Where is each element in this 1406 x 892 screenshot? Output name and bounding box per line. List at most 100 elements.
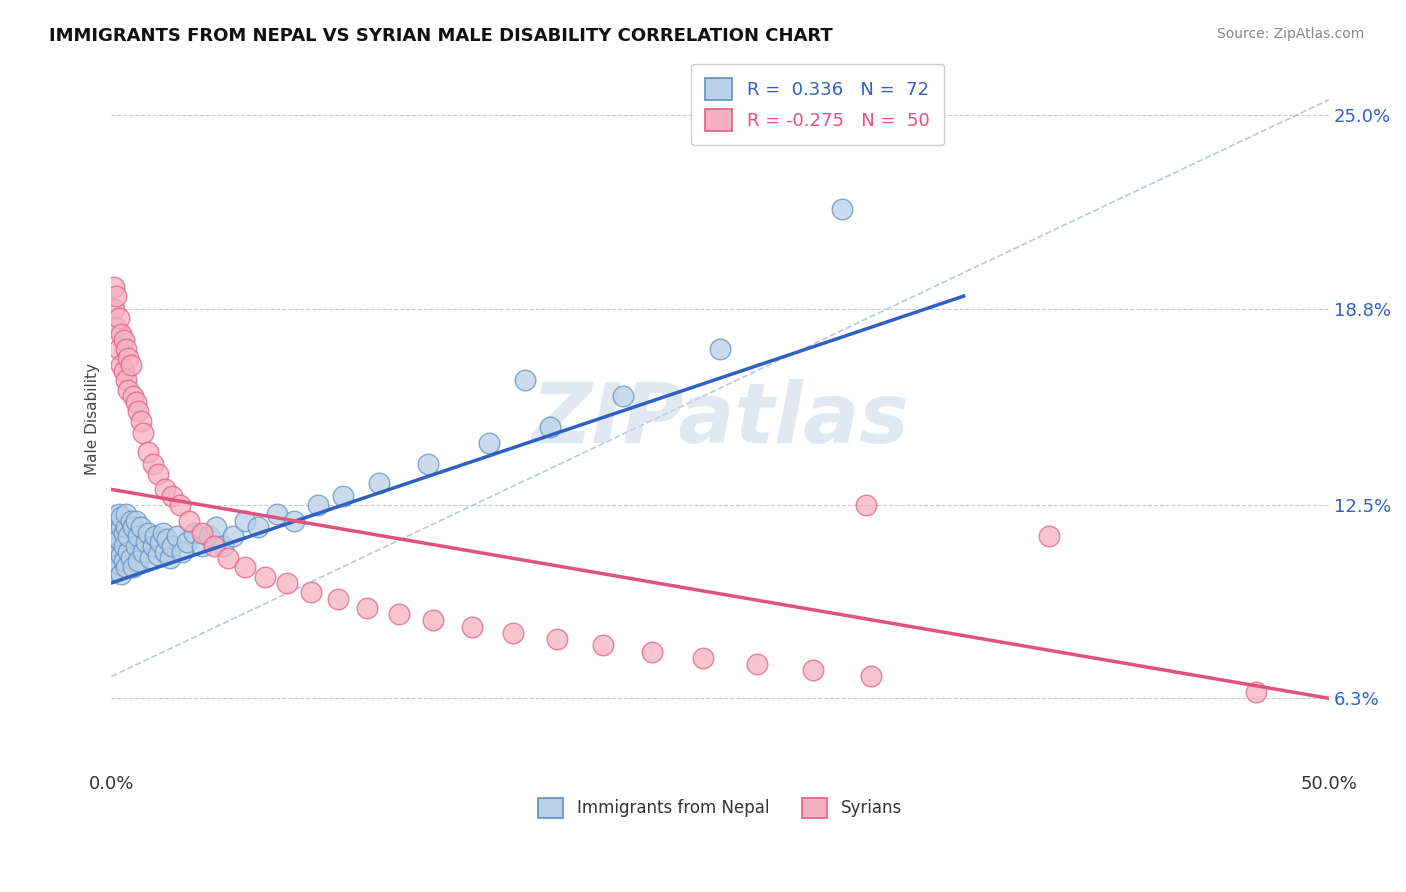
Point [356, 600, 378, 615]
Point [117, 529, 139, 543]
Point [129, 414, 152, 428]
Point [103, 535, 125, 549]
Point [142, 458, 165, 472]
Point [107, 342, 129, 356]
Point [103, 551, 125, 566]
Point [153, 483, 176, 497]
Point [120, 358, 142, 372]
Point [538, 420, 561, 434]
Point [170, 545, 193, 559]
Point [117, 351, 139, 366]
Point [122, 560, 145, 574]
Point [115, 373, 138, 387]
Point [276, 576, 298, 591]
Point [132, 426, 155, 441]
Point [416, 458, 439, 472]
Point [233, 514, 256, 528]
Point [105, 539, 128, 553]
Point [107, 508, 129, 522]
Point [612, 389, 634, 403]
Point [253, 570, 276, 584]
Point [134, 535, 156, 549]
Point [860, 669, 883, 683]
Point [246, 520, 269, 534]
Point [103, 279, 125, 293]
Point [326, 591, 349, 606]
Point [162, 539, 184, 553]
Point [307, 498, 329, 512]
Point [388, 607, 411, 621]
Point [112, 364, 135, 378]
Point [139, 551, 162, 566]
Point [641, 644, 664, 658]
Point [546, 632, 568, 646]
Point [212, 539, 235, 553]
Point [709, 342, 731, 356]
Point [115, 508, 138, 522]
Point [159, 551, 181, 566]
Point [515, 373, 537, 387]
Point [299, 585, 322, 599]
Point [122, 520, 145, 534]
Point [283, 514, 305, 528]
Point [222, 529, 245, 543]
Point [127, 529, 149, 543]
Point [146, 467, 169, 481]
Point [190, 539, 212, 553]
Point [745, 657, 768, 671]
Point [120, 514, 142, 528]
Point [179, 514, 201, 528]
Point [103, 301, 125, 316]
Point [152, 526, 174, 541]
Point [105, 516, 128, 531]
Legend: Immigrants from Nepal, Syrians: Immigrants from Nepal, Syrians [531, 791, 908, 825]
Point [855, 498, 877, 512]
Point [105, 551, 128, 566]
Point [169, 498, 191, 512]
Point [205, 520, 228, 534]
Point [110, 566, 132, 581]
Point [502, 625, 524, 640]
Y-axis label: Male Disability: Male Disability [86, 363, 100, 475]
Point [110, 510, 132, 524]
Point [176, 535, 198, 549]
Point [105, 529, 128, 543]
Point [166, 529, 188, 543]
Point [107, 310, 129, 325]
Point [153, 545, 176, 559]
Point [112, 539, 135, 553]
Point [149, 535, 172, 549]
Point [110, 520, 132, 534]
Point [105, 320, 128, 334]
Point [117, 545, 139, 559]
Point [107, 533, 129, 547]
Point [115, 560, 138, 574]
Point [129, 520, 152, 534]
Point [122, 389, 145, 403]
Point [202, 539, 225, 553]
Point [103, 526, 125, 541]
Point [117, 383, 139, 397]
Point [266, 508, 288, 522]
Point [162, 489, 184, 503]
Point [478, 435, 501, 450]
Point [831, 202, 853, 216]
Point [110, 548, 132, 562]
Point [592, 638, 614, 652]
Point [461, 619, 484, 633]
Point [332, 489, 354, 503]
Point [107, 545, 129, 559]
Point [103, 545, 125, 559]
Point [120, 551, 142, 566]
Point [1038, 529, 1060, 543]
Point [368, 476, 391, 491]
Point [422, 613, 444, 627]
Point [125, 514, 148, 528]
Point [125, 539, 148, 553]
Point [1244, 685, 1267, 699]
Point [127, 554, 149, 568]
Point [198, 529, 221, 543]
Point [105, 564, 128, 578]
Point [110, 358, 132, 372]
Point [132, 545, 155, 559]
